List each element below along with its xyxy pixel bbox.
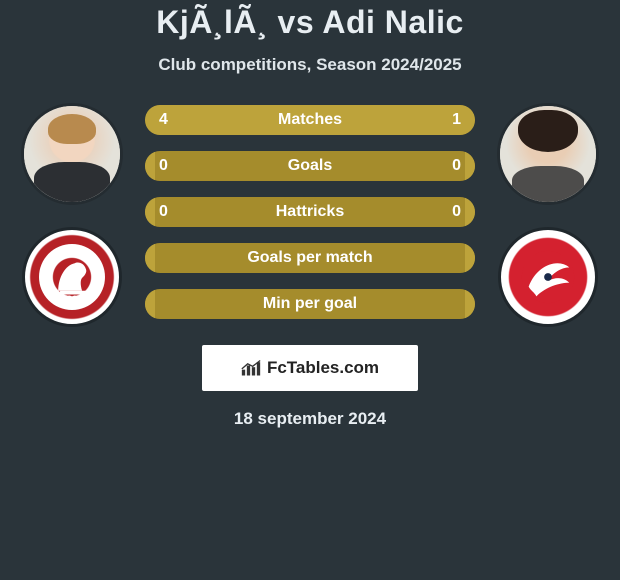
stat-value-right: 0 — [452, 157, 461, 175]
player-left-face-icon — [24, 106, 120, 202]
stat-fill-left — [145, 151, 155, 181]
subtitle: Club competitions, Season 2024/2025 — [0, 55, 620, 75]
player-left-avatar — [21, 103, 123, 205]
stat-value-left: 4 — [159, 111, 168, 129]
stat-bar: 0 0 Goals — [145, 151, 475, 181]
club-right-crest-icon — [513, 242, 583, 312]
stat-fill-left — [145, 197, 155, 227]
bar-chart-icon — [241, 359, 261, 377]
stat-fill-left — [145, 289, 155, 319]
stat-bar: Min per goal — [145, 289, 475, 319]
stat-fill-left — [145, 243, 155, 273]
brand-text: FcTables.com — [267, 358, 379, 378]
club-right-badge — [498, 227, 598, 327]
stat-value-right: 0 — [452, 203, 461, 221]
main-row: 1965 4 1 Matches 0 0 Goals 0 0 Hattricks Goals pe… — [0, 103, 620, 327]
page-title: KjÃ¸lÃ¸ vs Adi Nalic — [0, 4, 620, 41]
club-left-year: 1965 — [25, 294, 119, 304]
date-line: 18 september 2024 — [0, 409, 620, 429]
stat-fill-right — [465, 197, 475, 227]
stat-label: Goals — [288, 157, 332, 175]
player-right-avatar — [497, 103, 599, 205]
stats-bars: 4 1 Matches 0 0 Goals 0 0 Hattricks Goals per mat… — [145, 103, 475, 319]
stat-value-left: 0 — [159, 203, 168, 221]
stat-label: Matches — [278, 111, 342, 129]
left-column: 1965 — [17, 103, 127, 327]
stat-fill-right — [465, 151, 475, 181]
stat-bar: 0 0 Hattricks — [145, 197, 475, 227]
stat-label: Min per goal — [263, 295, 357, 313]
right-column — [493, 103, 603, 327]
stat-fill-right — [409, 105, 475, 135]
stat-fill-right — [465, 243, 475, 273]
stat-value-left: 0 — [159, 157, 168, 175]
brand-watermark: FcTables.com — [202, 345, 418, 391]
bird-swoosh-icon — [519, 248, 577, 306]
club-left-badge: 1965 — [22, 227, 122, 327]
stat-label: Hattricks — [276, 203, 344, 221]
stat-value-right: 1 — [452, 111, 461, 129]
stat-bar: Goals per match — [145, 243, 475, 273]
stat-label: Goals per match — [247, 249, 372, 267]
stat-bar: 4 1 Matches — [145, 105, 475, 135]
comparison-card: KjÃ¸lÃ¸ vs Adi Nalic Club competitions, … — [0, 0, 620, 429]
stat-fill-right — [465, 289, 475, 319]
player-right-face-icon — [500, 106, 596, 202]
